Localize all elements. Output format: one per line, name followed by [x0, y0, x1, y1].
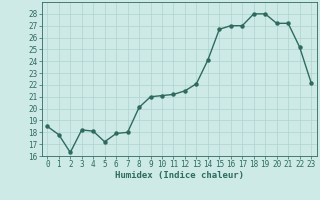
X-axis label: Humidex (Indice chaleur): Humidex (Indice chaleur) [115, 171, 244, 180]
